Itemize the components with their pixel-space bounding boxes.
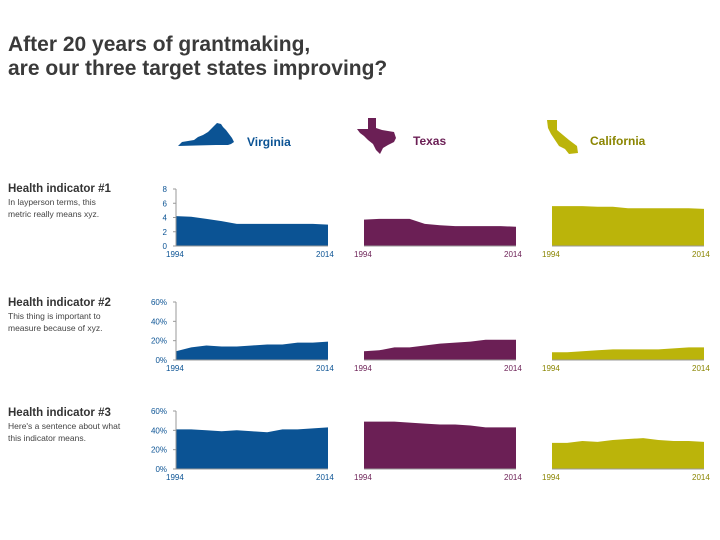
row-label-indicator-2: Health indicator #2 This thing is import… — [8, 297, 148, 334]
texas-state-icon — [357, 118, 396, 154]
y-tick-label-virginia-indicator-2: 0% — [155, 356, 167, 365]
indicator-3-description: Here's a sentence about what this indica… — [8, 421, 121, 443]
x-tick-label-start-texas-indicator-3: 1994 — [354, 473, 372, 482]
title-line-2: are our three target states improving? — [8, 57, 388, 80]
state-name-california: California — [590, 134, 646, 148]
area-virginia-indicator-3 — [176, 427, 328, 469]
y-tick-label-virginia-indicator-1: 6 — [163, 199, 168, 208]
virginia-state-icon — [178, 123, 234, 146]
y-tick-label-virginia-indicator-1: 8 — [163, 185, 168, 194]
y-tick-label-virginia-indicator-3: 0% — [155, 465, 167, 474]
x-tick-label-end-texas-indicator-1: 2014 — [504, 250, 522, 259]
area-california-indicator-3 — [552, 438, 704, 469]
x-tick-label-end-texas-indicator-2: 2014 — [504, 364, 522, 373]
indicator-2-title: Health indicator #2 — [8, 297, 111, 309]
area-virginia-indicator-2 — [176, 341, 328, 360]
area-california-indicator-1 — [552, 206, 704, 246]
page-title: After 20 years of grantmaking, are our t… — [8, 33, 387, 81]
y-tick-label-virginia-indicator-1: 0 — [163, 242, 168, 251]
x-tick-label-end-california-indicator-3: 2014 — [692, 473, 710, 482]
area-california-indicator-2 — [552, 347, 704, 360]
state-name-texas: Texas — [413, 134, 447, 148]
title-line-1: After 20 years of grantmaking, — [8, 33, 311, 56]
x-tick-label-end-california-indicator-2: 2014 — [692, 364, 710, 373]
indicator-2-description: This thing is important to measure becau… — [8, 311, 103, 333]
indicator-1-description: In layperson terms, this metric really m… — [8, 197, 100, 219]
x-tick-label-start-california-indicator-3: 1994 — [542, 473, 560, 482]
area-virginia-indicator-1 — [176, 216, 328, 246]
california-state-icon — [547, 120, 578, 154]
x-tick-label-end-virginia-indicator-2: 2014 — [316, 364, 334, 373]
y-tick-label-virginia-indicator-3: 20% — [151, 446, 167, 455]
y-tick-label-virginia-indicator-1: 2 — [163, 228, 168, 237]
row-label-indicator-3: Health indicator #3 Here's a sentence ab… — [8, 407, 148, 444]
x-tick-label-end-texas-indicator-3: 2014 — [504, 473, 522, 482]
x-tick-label-start-texas-indicator-1: 1994 — [354, 250, 372, 259]
y-tick-label-virginia-indicator-1: 4 — [163, 214, 168, 223]
x-tick-label-start-virginia-indicator-2: 1994 — [166, 364, 184, 373]
x-tick-label-start-virginia-indicator-3: 1994 — [166, 473, 184, 482]
y-tick-label-virginia-indicator-2: 20% — [151, 337, 167, 346]
x-tick-label-end-virginia-indicator-3: 2014 — [316, 473, 334, 482]
x-tick-label-start-virginia-indicator-1: 1994 — [166, 250, 184, 259]
x-tick-label-start-california-indicator-2: 1994 — [542, 364, 560, 373]
x-tick-label-start-california-indicator-1: 1994 — [542, 250, 560, 259]
y-tick-label-virginia-indicator-2: 60% — [151, 298, 167, 307]
y-tick-label-virginia-indicator-2: 40% — [151, 317, 167, 326]
x-tick-label-end-virginia-indicator-1: 2014 — [316, 250, 334, 259]
area-texas-indicator-2 — [364, 339, 516, 360]
indicator-3-title: Health indicator #3 — [8, 407, 111, 419]
state-name-virginia: Virginia — [247, 135, 291, 149]
area-texas-indicator-1 — [364, 218, 516, 246]
row-label-indicator-1: Health indicator #1 In layperson terms, … — [8, 183, 148, 220]
y-tick-label-virginia-indicator-3: 60% — [151, 407, 167, 416]
y-tick-label-virginia-indicator-3: 40% — [151, 426, 167, 435]
indicator-1-title: Health indicator #1 — [8, 183, 111, 195]
area-texas-indicator-3 — [364, 421, 516, 469]
x-tick-label-end-california-indicator-1: 2014 — [692, 250, 710, 259]
x-tick-label-start-texas-indicator-2: 1994 — [354, 364, 372, 373]
